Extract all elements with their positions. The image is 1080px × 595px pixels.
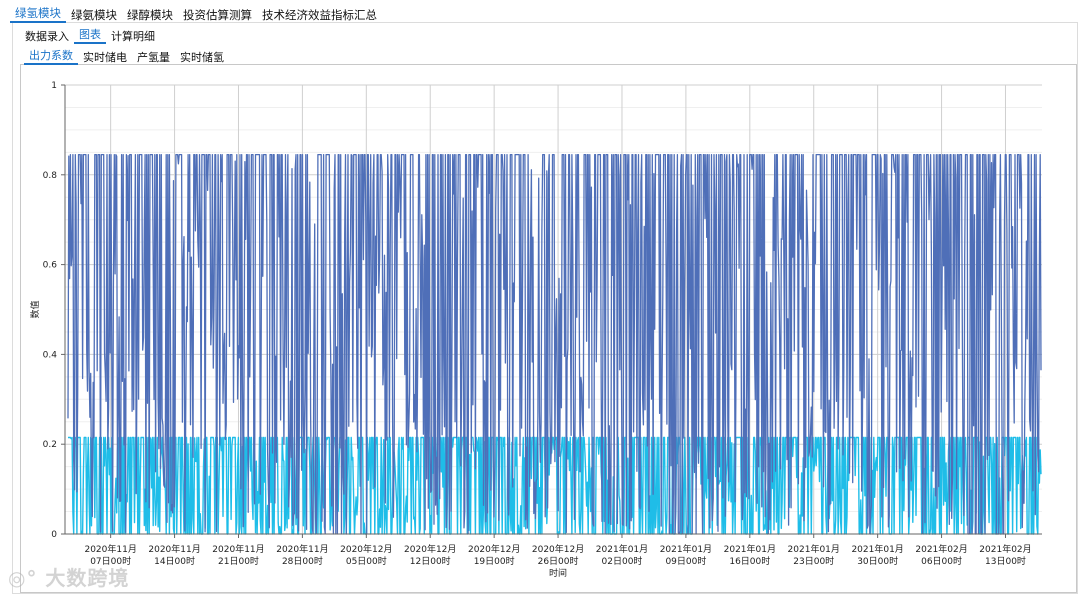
x-tick-label: 21日00时 [218, 555, 259, 567]
sub-tab-bar: 数据录入 图表 计算明细 [20, 27, 160, 44]
watermark-logo: ◎° 大数跨境 [8, 562, 129, 591]
x-tick-label: 2020年11月 [84, 543, 136, 555]
x-axis-label: 时间 [549, 567, 567, 579]
tab-hydrogen-production[interactable]: 产氢量 [137, 51, 170, 64]
y-tick-label: 0.2 [43, 440, 57, 450]
tab-green-ammonia[interactable]: 绿氨模块 [71, 8, 117, 22]
x-tick-label: 2021年01月 [851, 543, 903, 555]
x-tick-label: 19日00时 [474, 555, 515, 567]
x-tick-label: 2021年01月 [596, 543, 648, 555]
x-tick-label: 02日00时 [602, 555, 643, 567]
tab-calculation-details[interactable]: 计算明细 [111, 30, 155, 43]
x-tick-label: 09日00时 [665, 555, 706, 567]
tab-output-coefficient[interactable]: 出力系数 [24, 48, 78, 65]
module-tab-bar: 绿氢模块 绿氨模块 绿醇模块 投资估算测算 技术经济效益指标汇总 [10, 6, 382, 23]
tab-green-hydrogen[interactable]: 绿氢模块 [10, 6, 66, 23]
x-tick-label: 07日00时 [90, 555, 131, 567]
y-tick-label: 0.4 [43, 350, 58, 360]
tab-data-entry[interactable]: 数据录入 [25, 30, 69, 43]
y-tick-label: 0 [51, 530, 57, 540]
tab-realtime-hydrogen-storage[interactable]: 实时储氢 [180, 51, 224, 64]
x-tick-label: 2020年12月 [468, 543, 520, 555]
x-tick-label: 28日00时 [282, 555, 323, 567]
x-tick-label: 23日00时 [793, 555, 834, 567]
x-tick-label: 2020年12月 [404, 543, 456, 555]
x-tick-label: 13日00时 [985, 555, 1026, 567]
x-tick-label: 12日00时 [410, 555, 451, 567]
x-tick-label: 2021年02月 [979, 543, 1031, 555]
watermark-icon: ◎° [8, 566, 38, 590]
x-tick-label: 2020年11月 [148, 543, 200, 555]
series-line-1 [67, 153, 1042, 535]
tab-charts[interactable]: 图表 [74, 27, 106, 44]
tab-realtime-electricity-storage[interactable]: 实时储电 [83, 51, 127, 64]
y-tick-label: 1 [51, 81, 57, 91]
y-tick-label: 0.6 [43, 261, 58, 271]
x-tick-label: 2021年01月 [788, 543, 840, 555]
x-tick-label: 2021年01月 [724, 543, 776, 555]
x-tick-label: 16日00时 [729, 555, 770, 567]
tab-investment-estimate[interactable]: 投资估算测算 [183, 8, 252, 22]
tab-green-methanol[interactable]: 绿醇模块 [127, 8, 173, 22]
x-tick-label: 2020年12月 [340, 543, 392, 555]
x-tick-label: 2021年01月 [660, 543, 712, 555]
x-tick-label: 2020年11月 [212, 543, 264, 555]
x-tick-label: 06日00时 [921, 555, 962, 567]
y-axis-label: 数值 [29, 300, 41, 318]
x-tick-label: 2020年11月 [276, 543, 328, 555]
x-tick-label: 14日00时 [154, 555, 195, 567]
tab-techno-economic-summary[interactable]: 技术经济效益指标汇总 [262, 8, 377, 22]
y-tick-label: 0.8 [43, 171, 58, 181]
x-tick-label: 2020年12月 [532, 543, 584, 555]
x-tick-label: 2021年02月 [915, 543, 967, 555]
x-tick-label: 30日00时 [857, 555, 898, 567]
x-tick-label: 05日00时 [346, 555, 387, 567]
watermark-text: 大数跨境 [45, 566, 130, 590]
x-tick-label: 26日00时 [538, 555, 579, 567]
chart-tab-bar: 出力系数 实时储电 产氢量 实时储氢 [24, 48, 229, 65]
